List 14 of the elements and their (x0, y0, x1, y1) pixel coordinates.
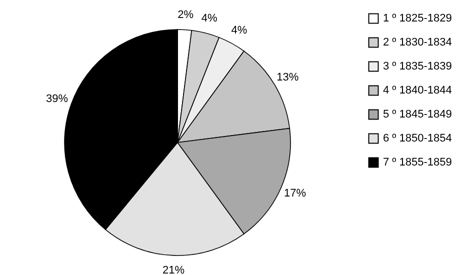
data-label: 4% (201, 12, 218, 25)
legend-label: 1 º 1825-1829 (383, 12, 452, 24)
legend-label: 4 º 1840-1844 (383, 84, 452, 96)
legend-label: 7 º 1855-1859 (383, 156, 452, 168)
legend-label: 3 º 1835-1839 (383, 60, 452, 72)
data-label: 2% (178, 8, 194, 21)
data-label: 39% (46, 93, 68, 106)
data-label: 17% (284, 187, 306, 200)
legend-label: 6 º 1850-1854 (383, 132, 452, 144)
data-label: 21% (162, 264, 185, 275)
data-label: 4% (231, 24, 248, 36)
legend-label: 5 º 1845-1849 (383, 108, 452, 120)
data-label: 13% (276, 71, 299, 84)
legend-label: 2 º 1830-1834 (383, 36, 452, 48)
